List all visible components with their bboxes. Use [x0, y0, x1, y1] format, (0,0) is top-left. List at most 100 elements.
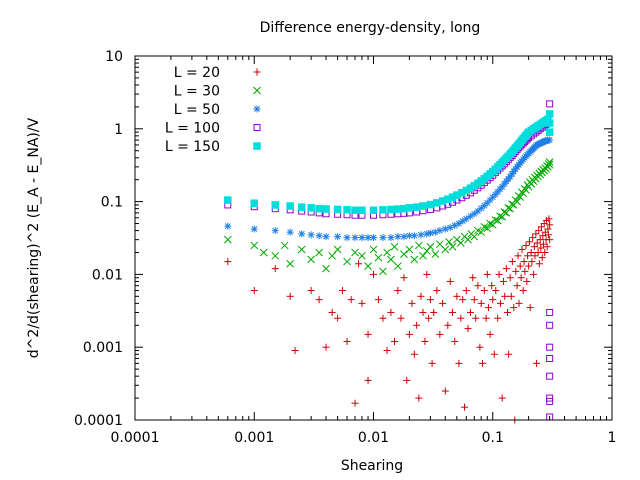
data-point: [472, 314, 480, 322]
data-point: [334, 314, 342, 322]
data-point: [431, 250, 440, 258]
data-point: [315, 296, 323, 304]
data-point: [358, 206, 366, 215]
data-point: [412, 203, 421, 211]
data-point: [393, 262, 402, 270]
data-point: [403, 376, 411, 384]
data-point: [486, 330, 494, 338]
data-point: [453, 292, 461, 300]
data-point: [250, 225, 258, 233]
data-point: [446, 277, 454, 285]
data-point: [464, 235, 472, 244]
data-point: [517, 274, 525, 282]
data-point: [224, 222, 232, 230]
data-point: [400, 233, 408, 241]
data-point: [307, 287, 315, 295]
data-point: [510, 304, 518, 312]
data-point: [546, 354, 554, 362]
y-tick-label: 0.1: [101, 195, 123, 211]
data-point: [455, 220, 463, 228]
data-point: [545, 215, 553, 223]
data-point: [421, 337, 429, 345]
data-point: [536, 236, 544, 244]
data-point: [519, 287, 527, 295]
data-point: [533, 239, 541, 247]
data-point: [535, 227, 543, 235]
data-point: [539, 240, 547, 248]
y-axis-label: d^2/d(shearing)^2 (E_A - E_NA)/V: [26, 117, 42, 358]
data-point: [545, 119, 554, 127]
data-point: [457, 314, 465, 322]
data-point: [476, 343, 484, 351]
data-point: [546, 236, 554, 244]
data-point: [459, 296, 467, 304]
data-point: [286, 202, 294, 210]
legend-item: L = 100: [165, 121, 261, 137]
data-point: [496, 299, 504, 307]
data-point: [415, 394, 423, 402]
data-point: [521, 267, 529, 275]
data-point: [307, 204, 315, 212]
data-point: [315, 248, 323, 257]
data-point: [488, 282, 496, 290]
data-point: [286, 228, 294, 236]
x-axis-label: Shearing: [341, 458, 403, 474]
series-5: [224, 110, 554, 215]
data-point: [379, 234, 387, 242]
data-point: [541, 248, 549, 256]
data-point: [334, 233, 342, 241]
data-point: [515, 299, 523, 307]
data-point: [546, 372, 554, 380]
data-point: [339, 287, 347, 295]
data-point: [297, 245, 306, 254]
data-point: [358, 251, 366, 260]
y-tick-label: 0.0001: [74, 413, 123, 429]
series-2: [223, 158, 554, 276]
data-point: [508, 200, 516, 209]
data-point: [439, 299, 447, 307]
data-point: [441, 225, 449, 233]
data-point: [507, 292, 515, 300]
legend-item: L = 20: [174, 65, 261, 81]
data-point: [466, 212, 474, 220]
y-tick-label: 1: [114, 122, 123, 138]
series-3: [224, 136, 554, 242]
data-point: [538, 254, 546, 262]
data-point: [522, 241, 530, 249]
data-point: [478, 359, 486, 367]
data-point: [358, 299, 366, 307]
data-point: [545, 128, 554, 136]
data-point: [364, 376, 372, 384]
data-point: [387, 255, 395, 264]
legend-marker: [253, 105, 261, 113]
data-point: [307, 231, 315, 239]
data-point: [322, 343, 330, 351]
data-point: [224, 196, 232, 204]
data-point: [482, 314, 490, 322]
data-point: [364, 330, 372, 338]
data-point: [490, 350, 498, 358]
data-point: [343, 234, 351, 242]
data-point: [505, 350, 513, 358]
data-point: [470, 232, 479, 241]
data-point: [379, 314, 387, 322]
data-point: [379, 267, 387, 276]
data-point: [498, 394, 506, 402]
data-point: [383, 347, 391, 355]
data-point: [333, 245, 342, 254]
data-point: [250, 287, 258, 295]
legend-label: L = 50: [174, 102, 220, 118]
data-point: [532, 230, 540, 238]
data-point: [445, 237, 453, 246]
data-point: [528, 258, 536, 266]
data-point: [271, 227, 279, 235]
data-point: [433, 287, 441, 295]
data-point: [512, 267, 520, 275]
data-point: [224, 258, 232, 266]
data-point: [444, 321, 452, 329]
data-point: [456, 239, 465, 247]
data-point: [298, 230, 306, 238]
data-point: [464, 325, 472, 333]
data-point: [369, 206, 378, 215]
